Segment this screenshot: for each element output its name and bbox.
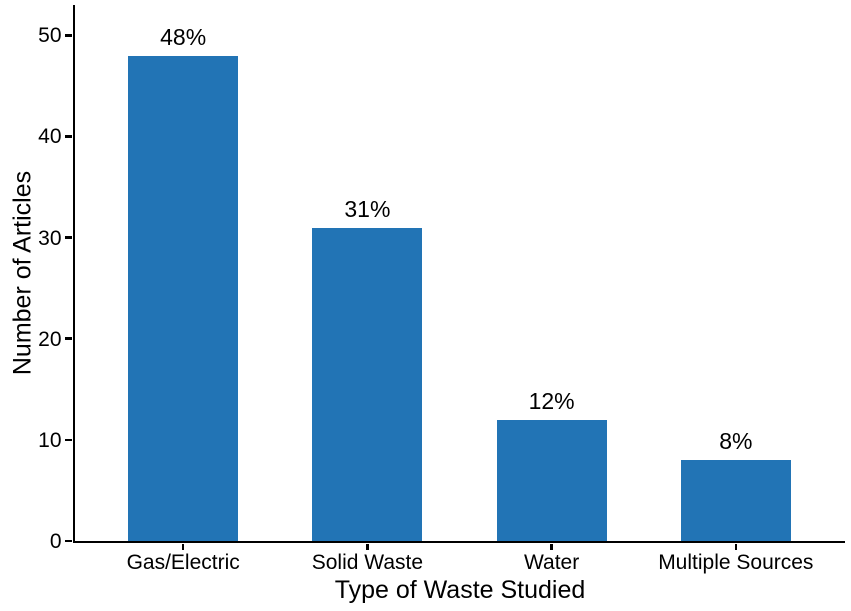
bar-value-label: 8%	[719, 428, 753, 455]
x-category-label: Gas/Electric	[126, 551, 240, 574]
x-category-label: Solid Waste	[311, 551, 424, 574]
y-tick-mark	[65, 236, 72, 239]
x-tick-mark	[181, 543, 185, 550]
bar-value-label: 12%	[528, 387, 575, 414]
y-tick-label: 0	[49, 530, 62, 553]
bar	[312, 227, 423, 541]
y-tick-label: 40	[38, 125, 62, 149]
bar	[128, 55, 239, 541]
bar-value-label: 48%	[160, 23, 207, 50]
y-tick-label: 10	[38, 428, 62, 452]
bar	[680, 460, 791, 541]
y-tick-mark	[65, 135, 72, 138]
plot-area: 0 10 20 30 40 50 48% Gas/Electric 31% Solid Waste…	[38, 5, 845, 573]
y-tick-mark	[65, 337, 72, 340]
y-tick-label: 20	[38, 327, 62, 351]
y-tick-label: 30	[38, 226, 62, 250]
bar	[496, 419, 607, 541]
bar-value-label: 31%	[344, 195, 391, 222]
x-category-label: Water	[523, 551, 580, 574]
x-tick-mark	[550, 543, 553, 550]
y-tick-label: 50	[38, 24, 62, 48]
x-category-label: Multiple Sources	[658, 551, 814, 574]
x-tick-mark	[366, 543, 369, 550]
x-axis-title: Type of Waste Studied	[334, 576, 586, 604]
y-tick-mark	[65, 438, 72, 442]
x-tick-mark	[734, 543, 738, 550]
y-tick-mark	[65, 34, 72, 37]
y-tick-mark	[65, 539, 72, 543]
